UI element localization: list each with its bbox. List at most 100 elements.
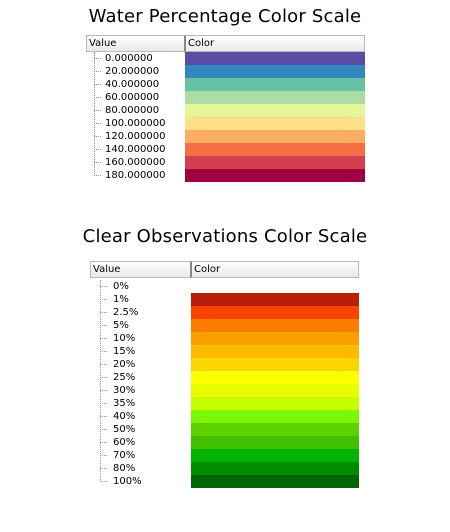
value-label: 0.000000 <box>105 53 153 64</box>
value-label: 35% <box>113 398 136 409</box>
tree-connector-branch <box>100 416 107 417</box>
color-column-header[interactable]: Color <box>190 261 359 278</box>
tree-connector-branch <box>94 175 101 176</box>
color-swatch <box>191 332 359 345</box>
color-swatch <box>191 410 359 423</box>
value-label: 2.5% <box>113 307 139 318</box>
tree-connector-branch <box>100 364 107 365</box>
tree-connector-line <box>100 280 101 482</box>
value-label: 100% <box>113 476 142 487</box>
tree-connector-branch <box>100 351 107 352</box>
value-label: 50% <box>113 424 136 435</box>
legend-row[interactable]: 60.000000 <box>86 91 365 104</box>
legend-row[interactable]: 70% <box>90 449 359 462</box>
legend-row[interactable]: 100% <box>90 475 359 488</box>
legend-row[interactable]: 0% <box>90 280 359 293</box>
clear-observations-title: Clear Observations Color Scale <box>82 226 368 247</box>
color-swatch <box>191 319 359 332</box>
color-swatch <box>191 384 359 397</box>
color-swatch <box>185 65 365 78</box>
legend-row[interactable]: 30% <box>90 384 359 397</box>
tree-connector-branch <box>100 455 107 456</box>
value-label: 20% <box>113 359 136 370</box>
value-label: 80.000000 <box>105 105 160 116</box>
color-column-header[interactable]: Color <box>184 35 365 52</box>
tree-connector-branch <box>100 286 107 287</box>
tree-connector-branch <box>94 97 101 98</box>
value-label: 180.000000 <box>105 170 166 181</box>
legend-row[interactable]: 100.000000 <box>86 117 365 130</box>
color-swatch <box>191 397 359 410</box>
color-swatch <box>191 306 359 319</box>
value-label: 20.000000 <box>105 66 160 77</box>
tree-connector-branch <box>100 429 107 430</box>
color-swatch <box>185 169 365 182</box>
color-swatch <box>185 156 365 169</box>
value-label: 40% <box>113 411 136 422</box>
legend-row[interactable]: 60% <box>90 436 359 449</box>
legend-row[interactable]: 140.000000 <box>86 143 365 156</box>
tree-connector-branch <box>94 84 101 85</box>
tree-connector-branch <box>100 442 107 443</box>
value-label: 15% <box>113 346 136 357</box>
tree-connector-branch <box>100 390 107 391</box>
legend-row[interactable]: 40.000000 <box>86 78 365 91</box>
tree-connector-branch <box>94 58 101 59</box>
tree-connector-branch <box>94 110 101 111</box>
value-label: 100.000000 <box>105 118 166 129</box>
tree-connector-branch <box>100 325 107 326</box>
legend-row[interactable]: 160.000000 <box>86 156 365 169</box>
color-swatch <box>191 475 359 488</box>
tree-connector-branch <box>100 338 107 339</box>
color-swatch <box>191 358 359 371</box>
tree-connector-branch <box>100 481 107 482</box>
value-column-header[interactable]: Value <box>90 261 191 278</box>
legend-row[interactable]: 2.5% <box>90 306 359 319</box>
tree-connector-branch <box>100 377 107 378</box>
legend-row[interactable]: 180.000000 <box>86 169 365 182</box>
tree-connector-branch <box>94 71 101 72</box>
color-swatch <box>185 91 365 104</box>
color-swatch <box>191 436 359 449</box>
legend-row[interactable]: 80.000000 <box>86 104 365 117</box>
value-label: 40.000000 <box>105 79 160 90</box>
value-label: 70% <box>113 450 136 461</box>
legend-row[interactable]: 0.000000 <box>86 52 365 65</box>
color-swatch <box>185 143 365 156</box>
water-percentage-title: Water Percentage Color Scale <box>88 6 362 27</box>
value-label: 60% <box>113 437 136 448</box>
value-label: 0% <box>113 281 129 292</box>
color-swatch <box>185 117 365 130</box>
legend-row[interactable]: 20.000000 <box>86 65 365 78</box>
value-label: 25% <box>113 372 136 383</box>
clear-observations-legend: Value Color 0% 1% 2.5% 5% 10% 15% 20% 25% 30% 35%… <box>90 261 359 491</box>
legend-row[interactable]: 50% <box>90 423 359 436</box>
legend-row[interactable]: 120.000000 <box>86 130 365 143</box>
color-swatch <box>191 449 359 462</box>
color-swatch <box>191 293 359 306</box>
legend-row[interactable]: 25% <box>90 371 359 384</box>
tree-connector-branch <box>94 162 101 163</box>
legend-row[interactable]: 1% <box>90 293 359 306</box>
legend-row[interactable]: 5% <box>90 319 359 332</box>
color-swatch <box>185 104 365 117</box>
legend-row[interactable]: 10% <box>90 332 359 345</box>
legend-row[interactable]: 35% <box>90 397 359 410</box>
legend-row[interactable]: 40% <box>90 410 359 423</box>
tree-connector-branch <box>100 312 107 313</box>
color-swatch <box>185 78 365 91</box>
legend-row[interactable]: 80% <box>90 462 359 475</box>
legend-row[interactable]: 20% <box>90 358 359 371</box>
tree-connector-branch <box>100 299 107 300</box>
color-swatch <box>191 345 359 358</box>
tree-connector-branch <box>94 136 101 137</box>
color-swatch <box>191 371 359 384</box>
color-swatch <box>191 462 359 475</box>
legend-row[interactable]: 15% <box>90 345 359 358</box>
value-label: 1% <box>113 294 129 305</box>
value-label: 80% <box>113 463 136 474</box>
value-label: 5% <box>113 320 129 331</box>
color-swatch <box>185 130 365 143</box>
value-column-header[interactable]: Value <box>86 35 185 52</box>
tree-connector-branch <box>100 468 107 469</box>
